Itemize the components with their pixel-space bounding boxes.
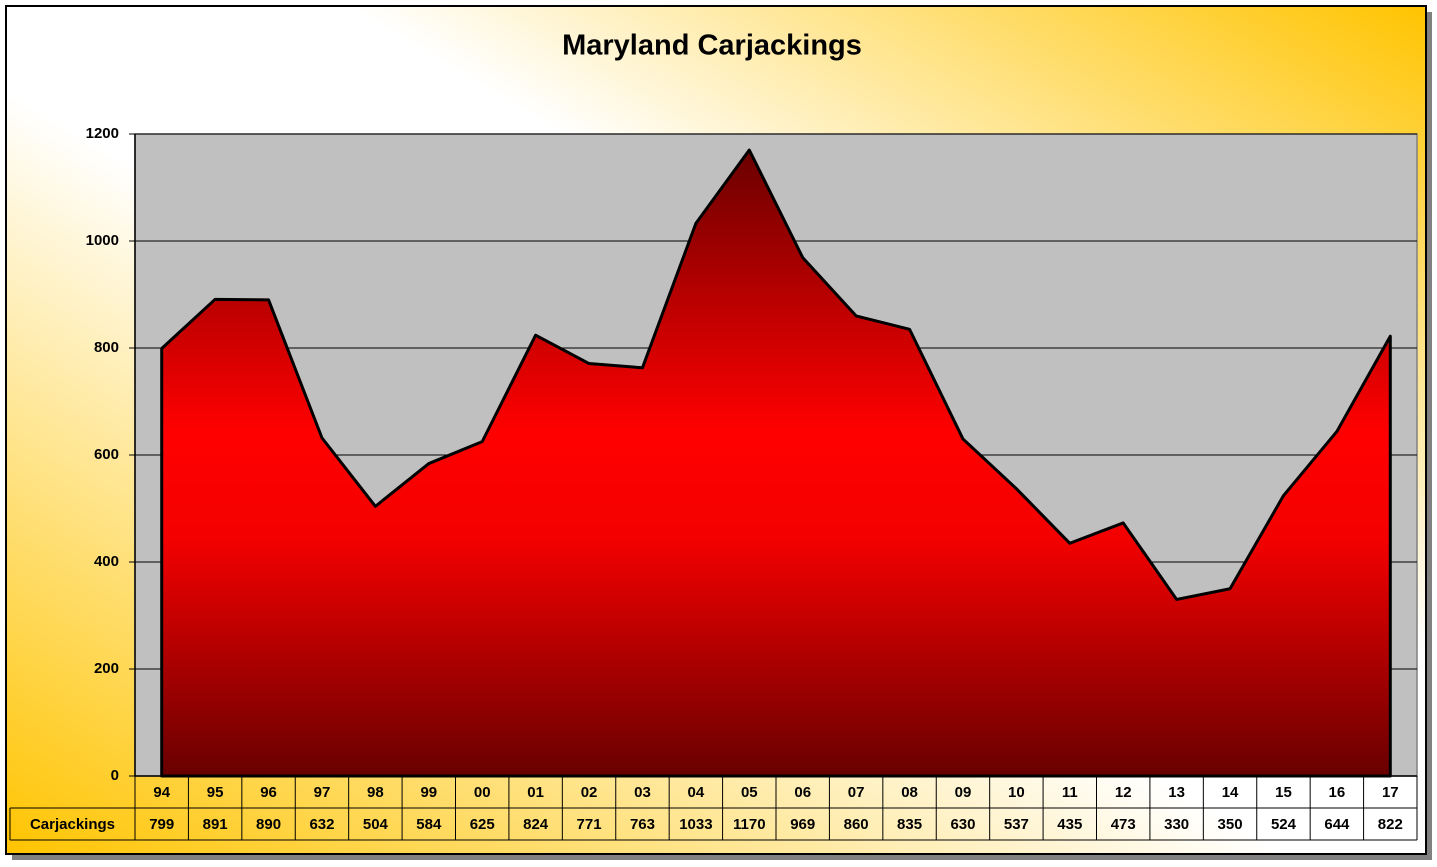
x-tick-label: 98 [367, 784, 384, 801]
x-tick-label: 04 [688, 784, 705, 801]
x-tick-label: 15 [1275, 784, 1292, 801]
data-label: 644 [1324, 816, 1350, 833]
data-label: 524 [1271, 816, 1297, 833]
x-tick-label: 94 [153, 784, 170, 801]
x-tick-label: 09 [955, 784, 972, 801]
x-tick-label: 07 [848, 784, 865, 801]
x-tick-label: 02 [581, 784, 598, 801]
legend-label: Carjackings [30, 816, 115, 833]
data-label: 822 [1378, 816, 1403, 833]
y-tick-label: 800 [94, 339, 119, 356]
x-tick-label: 03 [634, 784, 651, 801]
data-label: 969 [790, 816, 815, 833]
data-label: 824 [523, 816, 549, 833]
data-label: 350 [1218, 816, 1243, 833]
x-tick-label: 08 [901, 784, 918, 801]
data-label: 625 [470, 816, 495, 833]
data-label: 799 [149, 816, 174, 833]
x-tick-label: 12 [1115, 784, 1132, 801]
x-tick-label: 00 [474, 784, 491, 801]
data-label: 473 [1111, 816, 1136, 833]
y-tick-label: 600 [94, 446, 119, 463]
x-tick-label: 05 [741, 784, 758, 801]
data-label: 330 [1164, 816, 1189, 833]
x-tick-label: 11 [1062, 784, 1078, 801]
x-tick-label: 13 [1168, 784, 1185, 801]
chart-title: Maryland Carjackings [562, 30, 862, 62]
data-label: 630 [950, 816, 975, 833]
data-label: 537 [1004, 816, 1029, 833]
data-label: 835 [897, 816, 922, 833]
x-tick-label: 17 [1382, 784, 1399, 801]
data-label: 1170 [733, 816, 766, 833]
x-tick-label: 95 [207, 784, 224, 801]
y-tick-label: 1200 [86, 125, 119, 142]
x-tick-label: 97 [314, 784, 331, 801]
x-tick-label: 16 [1329, 784, 1346, 801]
x-tick-label: 96 [260, 784, 277, 801]
data-label: 584 [416, 816, 442, 833]
data-label: 771 [577, 816, 602, 833]
y-tick-label: 400 [94, 553, 119, 570]
data-label: 763 [630, 816, 655, 833]
y-tick-label: 1000 [86, 232, 119, 249]
x-tick-label: 06 [794, 784, 811, 801]
x-tick-label: 01 [527, 784, 544, 801]
area [160, 148, 1392, 778]
y-tick-label: 0 [111, 767, 119, 784]
data-label: 890 [256, 816, 281, 833]
x-tick-label: 14 [1222, 784, 1239, 801]
data-label: 860 [844, 816, 869, 833]
data-label: 435 [1057, 816, 1082, 833]
y-tick-label: 200 [94, 660, 119, 677]
x-tick-label: 10 [1008, 784, 1025, 801]
data-label: 891 [203, 816, 228, 833]
data-label: 504 [363, 816, 389, 833]
data-label: 632 [309, 816, 334, 833]
data-label: 1033 [679, 816, 712, 833]
x-tick-label: 99 [420, 784, 437, 801]
